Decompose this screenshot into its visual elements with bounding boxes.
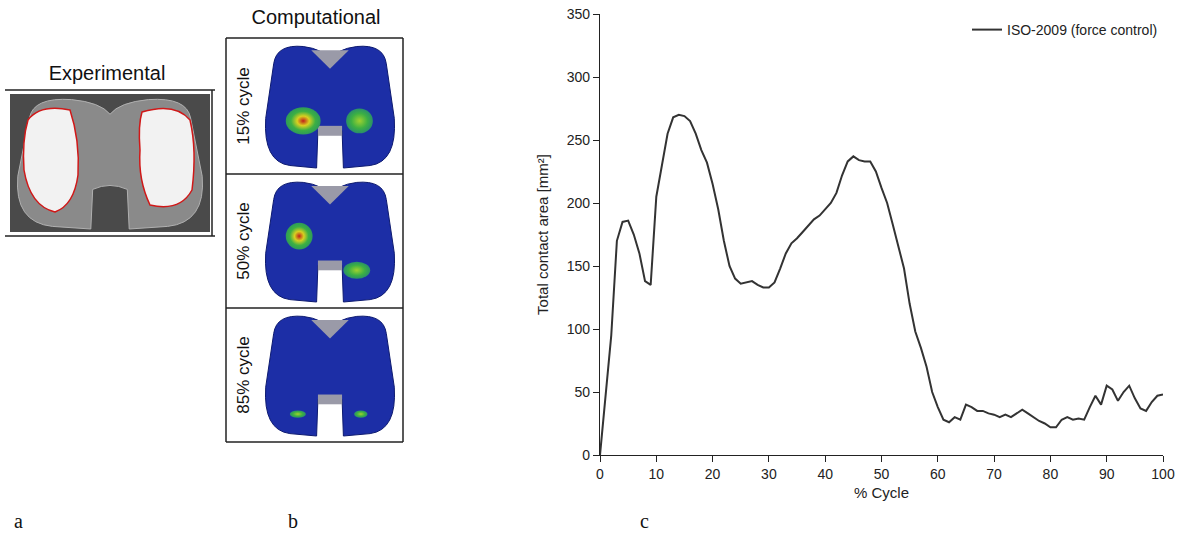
svg-text:40: 40 [817, 466, 833, 482]
svg-text:15% cycle: 15% cycle [234, 67, 253, 144]
svg-text:250: 250 [567, 132, 591, 148]
svg-text:200: 200 [567, 195, 591, 211]
svg-text:Experimental: Experimental [49, 62, 166, 84]
svg-text:50% cycle: 50% cycle [234, 202, 253, 279]
svg-text:50: 50 [575, 384, 591, 400]
svg-text:150: 150 [567, 258, 591, 274]
svg-text:50: 50 [874, 466, 890, 482]
svg-text:100: 100 [567, 321, 591, 337]
svg-text:ISO-2009 (force control): ISO-2009 (force control) [1007, 22, 1157, 38]
svg-text:70: 70 [986, 466, 1002, 482]
svg-text:10: 10 [649, 466, 665, 482]
svg-text:c: c [640, 510, 649, 532]
svg-text:b: b [288, 510, 298, 532]
svg-text:90: 90 [1099, 466, 1115, 482]
svg-text:20: 20 [705, 466, 721, 482]
svg-text:a: a [14, 510, 23, 532]
svg-text:85% cycle: 85% cycle [234, 336, 253, 413]
svg-text:350: 350 [567, 6, 591, 22]
svg-text:0: 0 [596, 466, 604, 482]
svg-text:0: 0 [582, 447, 590, 463]
svg-text:Computational: Computational [252, 6, 381, 28]
svg-text:30: 30 [761, 466, 777, 482]
svg-text:100: 100 [1151, 466, 1175, 482]
svg-text:80: 80 [1043, 466, 1059, 482]
svg-text:Total contact area [mm²]: Total contact area [mm²] [534, 154, 551, 315]
svg-text:60: 60 [930, 466, 946, 482]
svg-text:300: 300 [567, 69, 591, 85]
svg-text:% Cycle: % Cycle [854, 484, 909, 501]
